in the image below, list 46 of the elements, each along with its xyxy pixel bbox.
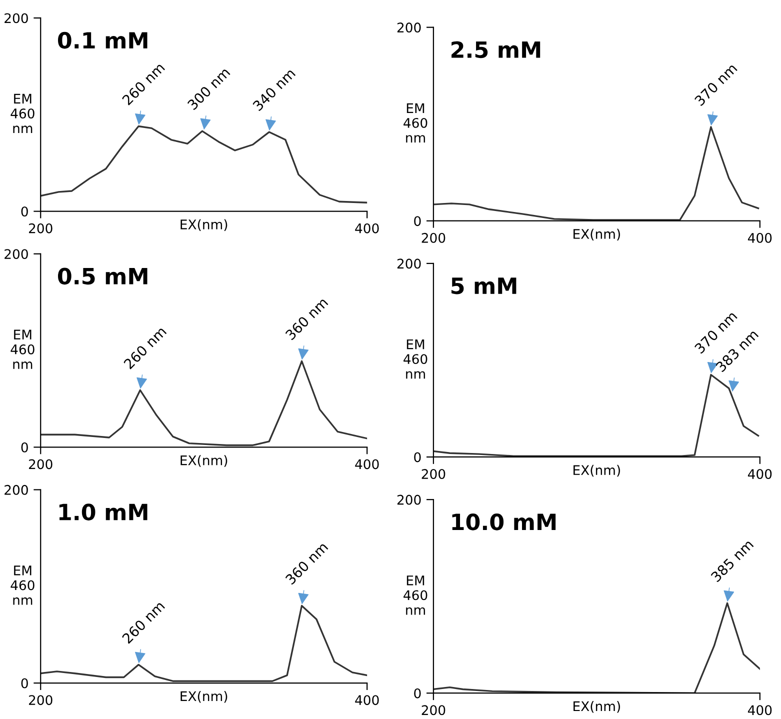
y-axis-title: EM 460 nm bbox=[404, 576, 428, 615]
x-axis-title: EX(nm) bbox=[180, 455, 228, 467]
text: 1.0 mM bbox=[59, 504, 148, 520]
text: 10.0 mM bbox=[452, 514, 556, 530]
x-axis-title: EX(nm) bbox=[574, 701, 620, 713]
y-tick-label: 0 bbox=[414, 216, 421, 226]
annotation: 260 nm bbox=[123, 326, 167, 370]
y-axis-title: EM 460 nm bbox=[10, 566, 34, 605]
x-tick-label: 400 bbox=[748, 705, 772, 716]
y-axis-title: EM 460 nm bbox=[404, 103, 428, 143]
text: 0.5 mM bbox=[58, 268, 148, 285]
y-tick-label: 200 bbox=[4, 484, 28, 495]
annotation: 370 nm bbox=[694, 62, 738, 106]
y-tick-label: 200 bbox=[397, 22, 421, 33]
y-tick-label: 200 bbox=[397, 494, 421, 505]
y-axis-title: EM 460 nm bbox=[10, 94, 34, 134]
text: 5 mM bbox=[451, 278, 516, 294]
x-tick-label: 400 bbox=[355, 459, 379, 470]
y-axis-title: EM 460 nm bbox=[404, 339, 428, 379]
annotation: 360 nm bbox=[284, 542, 328, 586]
x-tick-label: 400 bbox=[748, 232, 772, 243]
x-axis-title: EX(nm) bbox=[180, 690, 228, 703]
x-axis-title: EX(nm) bbox=[180, 219, 228, 231]
x-axis-title: EX(nm) bbox=[574, 228, 620, 241]
line-series bbox=[40, 125, 368, 204]
annotation: 340 nm bbox=[252, 68, 296, 112]
x-tick-label: 400 bbox=[748, 469, 772, 480]
y-tick-label: 0 bbox=[21, 442, 28, 452]
y-tick-label: 0 bbox=[414, 452, 421, 462]
y-axis-title: EM 460 nm bbox=[10, 330, 34, 369]
annotation: 385 nm bbox=[710, 538, 754, 582]
y-tick-label: 0 bbox=[21, 206, 28, 217]
x-tick-label: 400 bbox=[355, 695, 379, 706]
text: 0.1 mM bbox=[58, 32, 148, 49]
y-tick-label: 200 bbox=[397, 258, 421, 269]
annotation: 360 nm bbox=[284, 296, 328, 340]
y-tick-label: 0 bbox=[414, 688, 421, 698]
annotation: 300 nm bbox=[186, 66, 230, 110]
annotation: 260 nm bbox=[122, 62, 166, 106]
y-tick-label: 0 bbox=[21, 678, 28, 688]
annotation: 260 nm bbox=[122, 600, 166, 644]
x-tick-label: 400 bbox=[355, 223, 379, 234]
y-tick-label: 200 bbox=[4, 249, 28, 260]
y-tick-label: 200 bbox=[4, 13, 28, 24]
x-axis-title: EX(nm) bbox=[574, 464, 620, 477]
text: 2.5 mM bbox=[452, 41, 540, 58]
